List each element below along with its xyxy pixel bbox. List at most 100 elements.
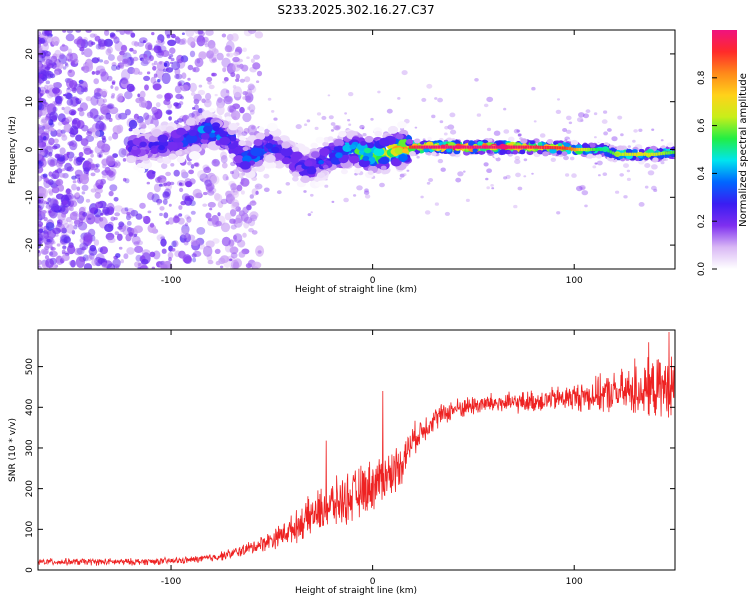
spectrogram-cell xyxy=(170,248,176,252)
spectrogram-cell xyxy=(202,203,208,207)
spectrogram-cell xyxy=(499,149,507,155)
snr-ytick-label: 300 xyxy=(25,439,35,456)
spectrogram-cell xyxy=(38,139,43,149)
spectrogram-ridge-cell xyxy=(641,152,644,156)
spectrogram-cell xyxy=(235,206,241,212)
spectrogram-cell xyxy=(420,195,424,199)
spectrogram-cell xyxy=(242,91,248,96)
spectrogram-cell xyxy=(450,129,457,135)
spectrogram-cell xyxy=(139,141,147,148)
spectrogram-cell xyxy=(332,124,340,131)
spectrogram-ridge-cell xyxy=(532,145,535,149)
spectrogram-cell xyxy=(40,108,49,116)
spectrogram-cell xyxy=(48,137,55,146)
spectrogram-cell xyxy=(167,251,174,259)
spectrogram-cell xyxy=(494,154,499,159)
spectrogram-cell xyxy=(557,142,563,147)
spectrogram-cell xyxy=(175,93,183,100)
spectrogram-cell xyxy=(566,129,572,134)
spectrogram-cell xyxy=(165,171,172,177)
spectrogram-cell xyxy=(221,57,231,68)
spectrogram-cell xyxy=(316,112,322,116)
spectrogram-cell xyxy=(229,136,237,142)
spectrogram-cell xyxy=(136,240,144,246)
spectrogram-cell xyxy=(81,246,86,251)
spectrogram-ridge-cell xyxy=(512,145,516,149)
spectrogram-cell xyxy=(539,133,546,138)
spectrogram-cell xyxy=(61,106,65,111)
spectrogram-cell xyxy=(203,125,213,133)
spectrogram-cell xyxy=(431,151,437,156)
spectrogram-cell xyxy=(238,135,246,141)
spectrogram-cell xyxy=(231,149,239,155)
spectrogram-cell xyxy=(144,84,149,91)
spectrogram-cell xyxy=(230,252,238,259)
spectrogram-cell xyxy=(132,67,140,75)
spectrogram-cell xyxy=(246,88,252,95)
spectrogram-cell xyxy=(486,127,492,132)
spectrogram-cell xyxy=(431,114,436,119)
spectrogram-cell xyxy=(178,205,183,210)
spectrogram-cell xyxy=(242,232,247,238)
spectrogram-cell xyxy=(386,108,393,114)
spectrogram-cell xyxy=(81,124,89,132)
spectrogram-cell xyxy=(310,151,320,159)
spectrogram-cell xyxy=(89,33,96,38)
spectrogram-cell xyxy=(163,100,168,105)
spectrogram-cell xyxy=(38,238,42,243)
spectrogram-cell xyxy=(139,265,149,269)
spectrogram-cell xyxy=(205,212,212,219)
spectrogram-cell xyxy=(292,176,299,182)
spectrogram-ridge-cell xyxy=(629,152,632,156)
spectrogram-cell xyxy=(139,128,146,134)
spectrogram-cell xyxy=(112,258,121,269)
spectrogram-cell xyxy=(98,247,103,253)
spectrogram-cell xyxy=(38,199,41,204)
spectrogram-cell xyxy=(247,30,257,34)
spectrogram-cell xyxy=(102,174,107,179)
spectrogram-cell xyxy=(139,121,147,129)
spectrogram-cell xyxy=(111,64,118,71)
spectrogram-cell xyxy=(69,221,74,225)
spectrogram-cell xyxy=(228,123,238,131)
spectrogram-cell xyxy=(46,90,54,99)
spectrogram-cell xyxy=(250,214,258,222)
spectrogram-cell xyxy=(83,147,92,155)
spectrogram-cell xyxy=(85,254,93,261)
spectrogram-cell xyxy=(362,155,370,161)
spectrogram-cell xyxy=(420,141,425,145)
spectrogram-cell xyxy=(594,136,597,139)
spectrogram-cell xyxy=(38,55,42,60)
spectrogram-cell xyxy=(45,58,53,67)
spectrogram-cell xyxy=(151,129,163,137)
spectrogram-cell xyxy=(120,44,128,53)
spectrogram-cell xyxy=(226,53,230,57)
spectrogram-cell xyxy=(115,30,120,33)
spectrogram-cell xyxy=(623,195,628,199)
spectrogram-cell xyxy=(114,86,119,91)
spectrogram-cell xyxy=(173,102,179,107)
spectrogram-cell xyxy=(186,234,196,241)
spectrogram-ridge-cell xyxy=(614,152,617,156)
spectrogram-cell xyxy=(477,141,484,146)
spectrogram-cell xyxy=(51,36,60,46)
spectrogram-cell xyxy=(159,61,163,65)
spectrogram-cell xyxy=(197,170,207,179)
spectrogram-cell xyxy=(124,109,131,116)
spectrogram-cell xyxy=(126,214,131,221)
spectrogram-cell xyxy=(356,185,363,191)
spectrogram-cell xyxy=(236,64,241,68)
spectrogram-cell xyxy=(232,116,237,120)
spectrogram-cell xyxy=(422,138,426,141)
spectrogram-cell xyxy=(583,113,589,119)
spectrogram-cell xyxy=(55,255,64,265)
spectrogram-cell xyxy=(113,197,119,202)
spectrogram-cell xyxy=(53,64,60,71)
spectrogram-cell xyxy=(50,174,57,180)
spectrogram-cell xyxy=(333,146,340,151)
spectrogram-cell xyxy=(271,110,275,113)
snr-series-line xyxy=(38,331,675,566)
spectrogram-cell xyxy=(632,149,638,154)
spectrogram-cell xyxy=(93,92,102,100)
spectrogram-cell xyxy=(188,151,201,161)
